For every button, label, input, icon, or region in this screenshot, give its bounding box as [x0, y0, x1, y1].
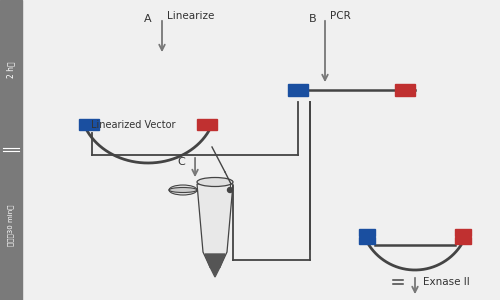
- Ellipse shape: [197, 178, 233, 187]
- Text: Exnase II: Exnase II: [423, 277, 470, 287]
- Bar: [454, 236, 470, 244]
- Bar: [360, 236, 376, 244]
- Text: 2 h）: 2 h）: [6, 62, 16, 78]
- Text: Linearize: Linearize: [167, 11, 214, 21]
- Ellipse shape: [169, 188, 197, 193]
- Polygon shape: [210, 267, 220, 277]
- Bar: [360, 229, 376, 236]
- Text: PCR: PCR: [330, 11, 351, 21]
- Text: Linearized Vector: Linearized Vector: [91, 120, 176, 130]
- Text: C: C: [177, 157, 185, 167]
- Bar: [395, 84, 415, 96]
- Bar: [288, 84, 308, 96]
- Text: A: A: [144, 14, 152, 24]
- Polygon shape: [205, 254, 225, 267]
- Text: B: B: [309, 14, 317, 24]
- Bar: [79, 119, 99, 130]
- Bar: [197, 119, 217, 130]
- Text: 重组（30 min）: 重组（30 min）: [8, 204, 14, 246]
- Ellipse shape: [169, 185, 197, 195]
- Circle shape: [228, 188, 232, 193]
- Bar: [454, 229, 470, 236]
- Bar: [0, 0, 22, 300]
- Polygon shape: [197, 184, 233, 267]
